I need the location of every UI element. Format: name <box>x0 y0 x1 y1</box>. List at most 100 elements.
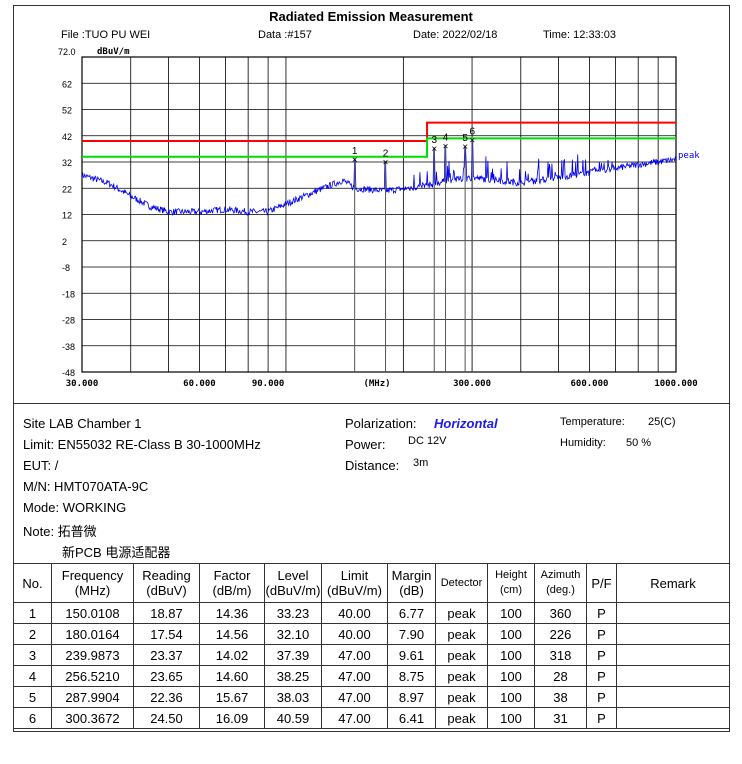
column-header: Reading (dBuV) <box>133 563 200 603</box>
time-label: Time: 12:33:03 <box>543 29 616 41</box>
table-cell: 31 <box>534 707 587 729</box>
marker-x-icon: × <box>469 135 475 146</box>
y-tick-label: -38 <box>62 342 75 352</box>
distance-label: Distance: <box>345 458 400 473</box>
table-cell: 14.36 <box>199 602 265 624</box>
table-cell: 47.00 <box>321 707 388 729</box>
table-cell: 38.03 <box>264 686 322 708</box>
table-header-row: No. Frequency (MHz) Reading (dBuV) Factor (dB/… <box>13 563 730 603</box>
table-cell: 287.9904 <box>51 686 134 708</box>
table-row: 2 180.0164 17.54 14.56 32.10 40.00 7.90 peak 100… <box>13 623 730 645</box>
y-tick-label: -18 <box>62 289 75 299</box>
table-cell: 18.87 <box>133 602 200 624</box>
header-text: Margin <box>391 568 432 583</box>
table-cell: 9.61 <box>387 644 436 666</box>
report-frame <box>13 5 730 732</box>
power-value: DC 12V <box>408 435 447 447</box>
x-tick-label: 30.000 <box>66 379 99 389</box>
header-text: Factor <box>213 568 251 583</box>
table-cell: 256.5210 <box>51 665 134 687</box>
column-header: Height (cm) <box>487 563 535 603</box>
chart-title: Radiated Emission Measurement <box>269 9 473 24</box>
marker-label: 2 <box>383 149 389 160</box>
table-cell: P <box>586 644 617 666</box>
header-text: P/F <box>591 575 612 591</box>
table-cell: 100 <box>487 707 535 729</box>
table-cell: 37.39 <box>264 644 322 666</box>
polarization-value: Horizontal <box>434 416 498 431</box>
header-text: Height <box>495 569 527 581</box>
results-table: No. Frequency (MHz) Reading (dBuV) Factor (dB/… <box>13 563 730 729</box>
trace-label: peak <box>678 151 700 161</box>
table-cell: 47.00 <box>321 665 388 687</box>
marker-x-icon: × <box>443 142 449 153</box>
table-cell: 100 <box>487 602 535 624</box>
header-text: (deg.) <box>546 584 575 596</box>
column-header: Limit (dBuV/m) <box>321 563 388 603</box>
marker-label: 4 <box>443 133 449 144</box>
table-cell: 6 <box>13 707 52 729</box>
table-cell: 150.0108 <box>51 602 134 624</box>
y-tick-label: 42 <box>62 132 72 142</box>
temperature-label: Temperature: <box>560 416 625 428</box>
table-cell: 180.0164 <box>51 623 134 645</box>
table-cell: 8.75 <box>387 665 436 687</box>
header-text: (MHz) <box>74 583 111 598</box>
table-cell: 22.36 <box>133 686 200 708</box>
table-cell: 32.10 <box>264 623 322 645</box>
data-label: Data :#157 <box>258 29 312 41</box>
table-cell: P <box>586 623 617 645</box>
table-cell: 17.54 <box>133 623 200 645</box>
table-cell: P <box>586 686 617 708</box>
table-cell: P <box>586 602 617 624</box>
marker-x-icon: × <box>462 142 468 153</box>
header-text: No. <box>22 575 43 591</box>
temperature-value: 25(C) <box>648 416 676 428</box>
table-cell: 100 <box>487 644 535 666</box>
table-cell: 1 <box>13 602 52 624</box>
marker-x-icon: × <box>352 155 358 166</box>
header-text: Detector <box>440 576 483 589</box>
model-number: M/N: HMT070ATA-9C <box>23 479 149 494</box>
marker-label: 3 <box>431 135 437 146</box>
table-cell: 16.09 <box>199 707 265 729</box>
x-axis-label: (MHz) <box>363 379 390 389</box>
header-text: Level <box>277 568 309 583</box>
y-tick-label: 62 <box>62 79 72 89</box>
note: Note: 拓普微 <box>23 524 97 539</box>
table-cell: 318 <box>534 644 587 666</box>
column-header: Frequency (MHz) <box>51 563 134 603</box>
y-axis-unit: dBuV/m <box>97 47 130 57</box>
table-row: 6 300.3672 24.50 16.09 40.59 47.00 6.41 peak 100… <box>13 707 730 729</box>
header-text: Frequency <box>61 568 124 583</box>
table-cell <box>616 707 730 729</box>
column-header: Remark <box>616 563 730 603</box>
table-cell: 40.00 <box>321 623 388 645</box>
table-cell: 23.37 <box>133 644 200 666</box>
header-text: (dB) <box>399 583 424 598</box>
y-tick-label: -48 <box>62 368 75 378</box>
table-cell: 15.67 <box>199 686 265 708</box>
file-label: File :TUO PU WEI <box>61 29 151 41</box>
table-cell: 24.50 <box>133 707 200 729</box>
marker-x-icon: × <box>431 144 437 155</box>
y-tick-label: 2 <box>62 237 67 247</box>
table-cell <box>616 644 730 666</box>
header-text: (dBuV/m) <box>265 583 321 598</box>
table-cell: 28 <box>534 665 587 687</box>
margin-line <box>82 137 676 158</box>
table-cell: 360 <box>534 602 587 624</box>
table-cell: 14.56 <box>199 623 265 645</box>
peak-trace <box>81 139 677 216</box>
table-cell: 40.59 <box>264 707 322 729</box>
column-header: Margin (dB) <box>387 563 436 603</box>
table-cell: 14.02 <box>199 644 265 666</box>
limit-line <box>82 121 676 142</box>
header-text: (cm) <box>500 584 522 596</box>
column-header: Detector <box>435 563 488 603</box>
y-tick-label: 72.0 <box>58 47 76 57</box>
x-tick-label: 60.000 <box>183 379 216 389</box>
marker-label: 6 <box>469 126 475 137</box>
table-cell: 300.3672 <box>51 707 134 729</box>
